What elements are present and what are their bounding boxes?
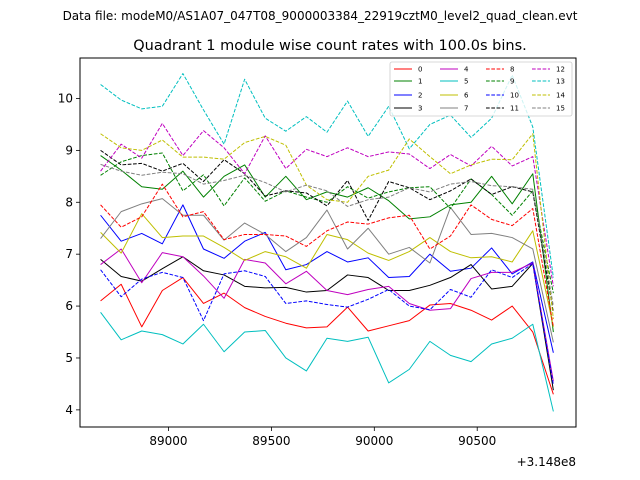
series-line-7: [100, 198, 554, 343]
plot-lines: [100, 73, 554, 412]
plot-area-frame: [79, 57, 577, 428]
x-tick-label: 90000: [355, 434, 393, 448]
legend-label-15: 15: [556, 105, 565, 113]
y-tick-label: 4: [65, 403, 73, 417]
x-axis-offset-label: +3.148e8: [517, 455, 576, 469]
x-tick-label: 90500: [458, 434, 496, 448]
x-tick-label: 89000: [149, 434, 187, 448]
legend-label-3: 3: [418, 105, 422, 113]
series-line-4: [100, 248, 554, 382]
series-line-8: [100, 183, 554, 327]
series-line-13: [100, 73, 554, 278]
legend-frame: [389, 61, 573, 117]
series-line-1: [100, 155, 554, 333]
y-tick-label: 5: [65, 351, 73, 365]
series-line-6: [100, 213, 554, 327]
series-line-12: [100, 122, 554, 287]
series-line-11: [100, 149, 554, 313]
legend-label-7: 7: [464, 105, 468, 113]
legend-label-1: 1: [418, 78, 422, 86]
legend-label-4: 4: [464, 66, 469, 74]
y-tick-label: 7: [65, 247, 73, 261]
legend-label-11: 11: [510, 105, 519, 113]
series-line-5: [100, 312, 554, 412]
chart-title: Quadrant 1 module wise count rates with …: [133, 38, 527, 54]
series-line-0: [100, 277, 554, 395]
data-file-header: Data file: modeM0/AS1A07_047T08_90000033…: [63, 9, 578, 23]
legend-label-6: 6: [464, 92, 469, 100]
y-tick-label: 8: [65, 195, 73, 209]
legend-label-0: 0: [418, 66, 422, 74]
series-line-14: [100, 133, 554, 320]
legend-label-14: 14: [556, 92, 565, 100]
legend-label-5: 5: [464, 78, 468, 86]
legend-label-9: 9: [510, 78, 514, 86]
y-tick-label: 6: [65, 299, 73, 313]
x-tick-label: 89500: [252, 434, 290, 448]
legend-label-2: 2: [418, 92, 422, 100]
series-line-10: [100, 263, 554, 386]
series-line-2: [100, 204, 554, 353]
legend-label-8: 8: [510, 66, 514, 74]
legend-label-13: 13: [556, 78, 565, 86]
series-line-15: [100, 163, 554, 307]
series-line-9: [100, 152, 554, 294]
legend-label-10: 10: [510, 92, 519, 100]
legend-label-12: 12: [556, 66, 565, 74]
y-axis: 4 5 6 7 8 9 10: [58, 91, 80, 417]
y-tick-label: 10: [58, 91, 73, 105]
x-axis: 89000 89500 90000 90500: [149, 427, 496, 448]
y-tick-label: 9: [65, 143, 73, 157]
